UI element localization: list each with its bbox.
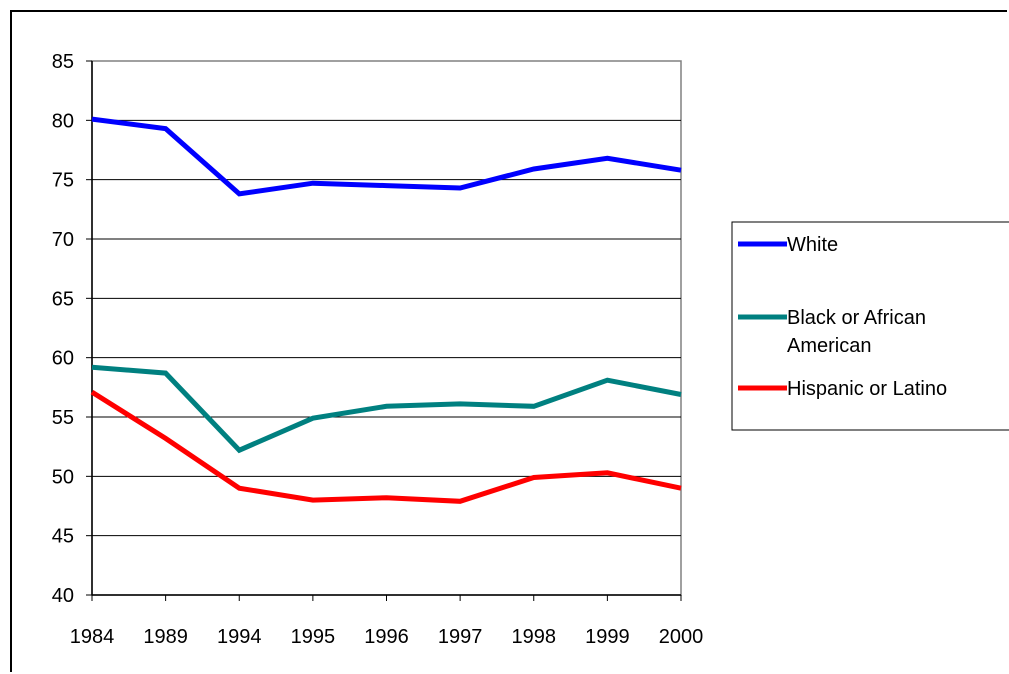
y-tick-label: 60 (52, 348, 74, 370)
legend-label-hispanic-or-latino: Hispanic or Latino (787, 378, 947, 400)
x-tick-label: 1996 (364, 626, 409, 648)
series-lines (90, 116, 682, 504)
chart-frame (10, 10, 1007, 672)
x-tick-label: 1994 (217, 626, 262, 648)
legend-label-white: White (787, 234, 838, 256)
legend-label-black-or-african-american: Black or African (787, 307, 926, 329)
x-tick-label: 1997 (438, 626, 483, 648)
x-tick-label: 1989 (143, 626, 188, 648)
legend-box (731, 221, 1009, 431)
axes: 40 45 50 55 60 65 70 75 80 85 1984 1989 1994 1995 1996… (52, 51, 704, 648)
y-tick-label: 40 (52, 585, 74, 607)
x-tick-label: 1998 (512, 626, 557, 648)
y-tick-label: 65 (52, 288, 74, 310)
y-tick-label: 75 (52, 170, 74, 192)
y-tick-label: 55 (52, 407, 74, 429)
x-tick-label: 2000 (659, 626, 704, 648)
legend: White Black or African American Hispanic or… (731, 221, 1009, 431)
y-tick-label: 70 (52, 229, 74, 251)
x-tick-label: 1995 (291, 626, 336, 648)
y-tick-label: 45 (52, 526, 74, 548)
y-tick-label: 80 (52, 110, 74, 132)
gridlines (92, 119, 681, 537)
y-tick-label: 50 (52, 466, 74, 488)
y-tick-label: 85 (52, 51, 74, 73)
x-tick-label: 1984 (70, 626, 115, 648)
legend-label-black-or-african-american: American (787, 335, 871, 357)
x-tick-label: 1999 (585, 626, 630, 648)
